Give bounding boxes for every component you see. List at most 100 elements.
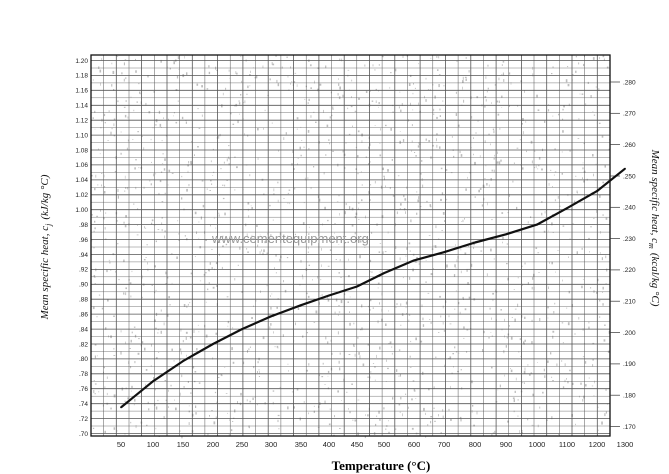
noise-speck	[396, 369, 398, 372]
y-left-tick-label: 1.04	[75, 177, 88, 184]
noise-speck	[350, 105, 353, 108]
noise-speck	[544, 120, 546, 123]
noise-speck	[259, 234, 261, 236]
noise-speck	[94, 128, 96, 130]
noise-speck	[210, 180, 212, 182]
noise-speck	[464, 252, 467, 255]
noise-speck	[369, 299, 372, 302]
noise-speck	[207, 288, 209, 291]
noise-speck	[116, 430, 118, 432]
y-left-tick-label: 1.00	[75, 207, 88, 214]
noise-speck	[510, 82, 512, 85]
noise-speck	[174, 399, 175, 401]
noise-speck	[110, 269, 112, 271]
y-left-tick-label: 1.18	[75, 73, 88, 80]
y-left-tick-label: .74	[79, 401, 88, 408]
noise-speck	[552, 335, 554, 339]
y-right-tick-label: .260	[623, 142, 636, 149]
y-right-tick-label: .250	[623, 173, 636, 180]
noise-speck	[101, 58, 103, 61]
noise-speck	[281, 66, 283, 69]
noise-speck	[308, 226, 310, 228]
noise-speck	[288, 370, 289, 372]
noise-speck	[566, 307, 568, 309]
noise-speck	[497, 151, 498, 154]
noise-speck	[291, 81, 293, 83]
noise-speck	[297, 158, 299, 159]
noise-speck	[493, 258, 495, 260]
noise-speck	[255, 75, 258, 79]
y-axis-left-label: Mean specific heat, cj(kJ/kg °C)	[39, 174, 53, 320]
noise-speck	[527, 221, 529, 224]
noise-speck	[272, 63, 275, 66]
noise-speck	[349, 311, 350, 313]
y-right-tick-label: .170	[623, 424, 636, 431]
noise-speck	[437, 69, 439, 71]
noise-speck	[357, 399, 360, 401]
noise-speck	[197, 108, 199, 110]
y-right-tick-label: .220	[623, 267, 636, 274]
noise-speck	[94, 276, 96, 278]
noise-speck	[178, 233, 180, 235]
noise-speck	[301, 274, 303, 277]
noise-speck	[367, 343, 369, 346]
y-left-tick-label: .70	[79, 431, 88, 438]
noise-speck	[113, 427, 116, 430]
noise-speck	[209, 190, 211, 191]
noise-speck	[593, 173, 594, 177]
noise-speck	[582, 177, 583, 179]
noise-speck	[582, 162, 584, 164]
y-left-tick-label: 1.06	[75, 162, 88, 169]
noise-speck	[155, 357, 158, 359]
noise-speck	[133, 326, 136, 328]
noise-speck	[409, 276, 411, 280]
noise-speck	[592, 359, 594, 361]
noise-speck	[370, 184, 372, 186]
noise-speck	[585, 103, 587, 106]
noise-speck	[372, 363, 375, 364]
noise-speck	[400, 109, 402, 112]
noise-speck	[158, 110, 161, 114]
noise-speck	[530, 140, 533, 144]
noise-speck	[425, 99, 427, 102]
noise-speck	[269, 326, 271, 329]
noise-speck	[92, 79, 94, 81]
noise-speck	[451, 136, 453, 138]
noise-speck	[404, 198, 407, 201]
noise-speck	[507, 212, 509, 214]
noise-speck	[486, 183, 488, 186]
y-left-tick-label: 1.20	[75, 58, 88, 65]
noise-speck	[561, 172, 563, 175]
noise-speck	[170, 384, 172, 387]
noise-speck	[188, 422, 190, 425]
noise-speck	[136, 234, 139, 236]
noise-speck	[195, 412, 197, 415]
noise-speck	[582, 279, 584, 280]
noise-speck	[222, 92, 224, 96]
noise-speck	[543, 230, 546, 233]
noise-speck	[335, 298, 338, 302]
noise-speck	[578, 317, 580, 320]
noise-speck	[308, 264, 310, 266]
noise-speck	[402, 55, 404, 58]
noise-speck	[375, 88, 377, 91]
noise-speck	[191, 141, 193, 143]
noise-speck	[326, 124, 329, 127]
noise-speck	[150, 138, 152, 141]
noise-speck	[395, 246, 397, 249]
noise-speck	[398, 375, 400, 377]
noise-speck	[377, 282, 380, 285]
noise-speck	[555, 271, 556, 273]
noise-speck	[200, 216, 202, 220]
noise-speck	[157, 329, 159, 331]
noise-speck	[162, 153, 164, 155]
noise-speck	[592, 57, 595, 60]
data-point	[120, 406, 122, 409]
noise-speck	[310, 187, 312, 190]
data-point	[241, 328, 243, 330]
noise-speck	[414, 390, 416, 392]
noise-speck	[168, 169, 171, 173]
noise-speck	[465, 57, 467, 59]
noise-speck	[430, 273, 433, 276]
noise-speck	[399, 131, 401, 132]
